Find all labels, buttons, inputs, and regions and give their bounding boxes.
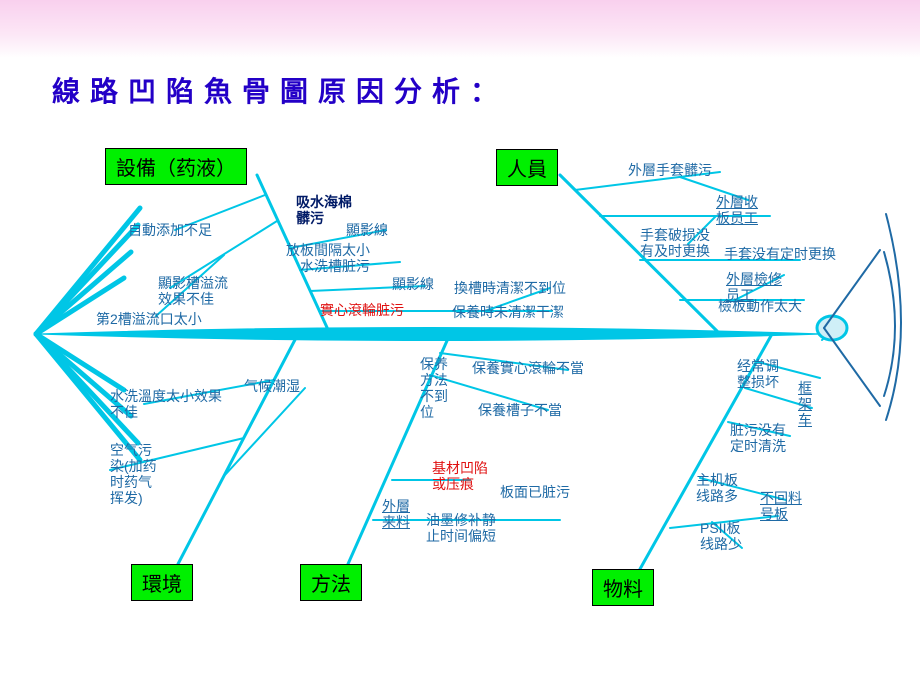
cause-w1: 经常调整损坏 bbox=[737, 358, 779, 390]
cause-m2: 保養實心滾輪不當 bbox=[472, 360, 584, 376]
category-box-material: 物料 bbox=[592, 569, 654, 606]
cause-p6: 檢板動作太大 bbox=[718, 298, 802, 314]
cause-w6: PSII板线路少 bbox=[700, 520, 742, 552]
cause-w4: 主机板线路多 bbox=[696, 472, 738, 504]
cause-c4: 吸水海棉髒污 bbox=[296, 194, 352, 226]
cause-c2: 顯影槽溢流效果不佳 bbox=[158, 275, 228, 307]
category-box-method: 方法 bbox=[300, 564, 362, 601]
cause-m7: 油墨修补静止时间偏短 bbox=[426, 512, 496, 544]
cause-c11: 保養時未清潔干潔 bbox=[452, 304, 564, 320]
cause-p2: 外層收板员工 bbox=[716, 194, 758, 226]
cause-e3: 气候潮湿 bbox=[244, 378, 300, 394]
cause-c8: 顯影線 bbox=[392, 276, 434, 292]
category-box-equip: 設備（药液） bbox=[105, 148, 247, 185]
cause-c6: 放板間隔太小 bbox=[286, 242, 370, 258]
category-box-env: 環境 bbox=[131, 564, 193, 601]
cause-w2: 框架车 bbox=[798, 380, 812, 428]
header-gradient bbox=[0, 0, 920, 58]
cause-p3: 手套破损没有及时更换 bbox=[640, 227, 710, 259]
cause-m3: 保養槽子不當 bbox=[478, 402, 562, 418]
cause-c9: 實心滾輪脏污 bbox=[320, 302, 404, 318]
cause-e1: 水洗溫度太小效果不佳 bbox=[110, 388, 222, 420]
cause-c3: 第2槽溢流口太小 bbox=[96, 311, 202, 327]
cause-w3: 脏污没有定时清洗 bbox=[730, 422, 786, 454]
cause-m1: 保养方法不到位 bbox=[420, 356, 448, 420]
cause-m5: 外層来料 bbox=[382, 498, 410, 530]
cause-p1: 外層手套髒污 bbox=[628, 162, 712, 178]
cause-c1: 自動添加不足 bbox=[128, 222, 212, 238]
category-box-person: 人員 bbox=[496, 149, 558, 186]
cause-e2: 空气污染(加药时药气挥发) bbox=[110, 442, 157, 506]
cause-p4: 手套没有定时更换 bbox=[724, 246, 836, 262]
cause-c5: 顯影線 bbox=[346, 222, 388, 238]
cause-w5: 不回料号板 bbox=[760, 490, 802, 522]
page-title: 線路凹陷魚骨圖原因分析： bbox=[52, 70, 508, 110]
cause-c10: 換槽時清潔不到位 bbox=[454, 280, 566, 296]
cause-m6: 板面已脏污 bbox=[500, 484, 570, 500]
slide-root: { "background_color": "#ffffff", "gradie… bbox=[0, 0, 920, 690]
cause-c7: 水洗槽脏污 bbox=[300, 258, 370, 274]
cause-m4: 基材凹陷或压痕 bbox=[432, 460, 488, 492]
